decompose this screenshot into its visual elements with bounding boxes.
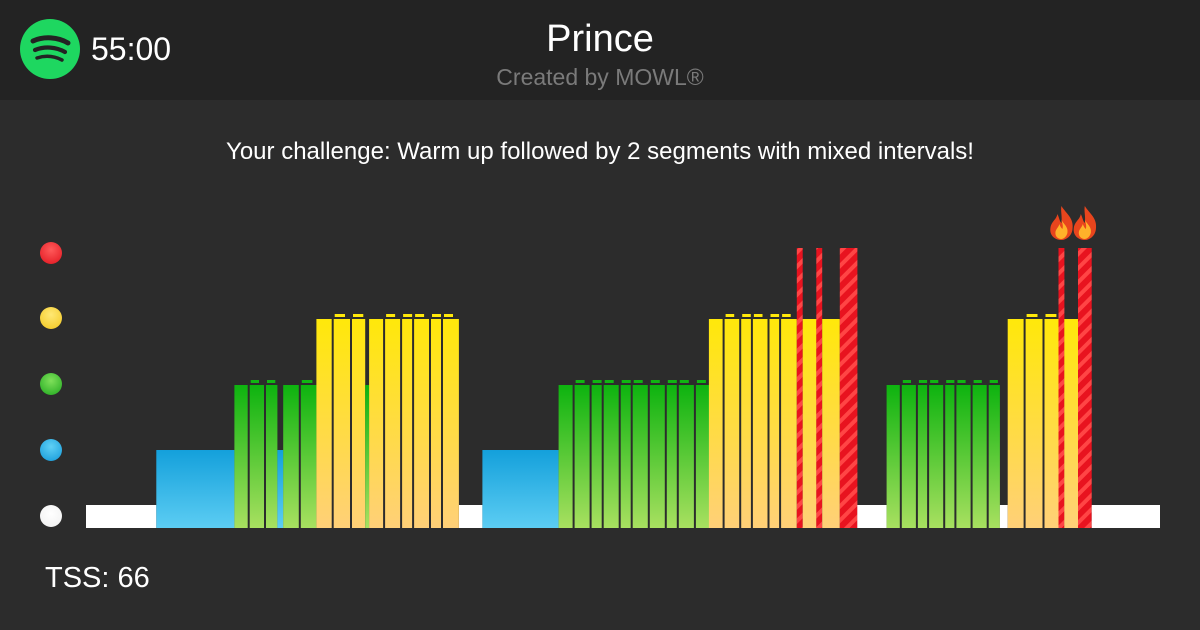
interval-cap	[742, 314, 751, 317]
interval-cap	[386, 314, 396, 317]
spotify-icon-wave-1	[30, 35, 71, 46]
interval-cap	[621, 380, 631, 383]
interval-bar	[1064, 319, 1078, 528]
interval-bar	[839, 248, 858, 528]
interval-bar	[802, 319, 817, 528]
header-bar: 55:00 Prince Created by MOWL®	[0, 0, 1200, 100]
interval-bar	[999, 505, 1008, 528]
page-title: Prince	[546, 18, 654, 60]
interval-cap	[989, 380, 998, 383]
zone-dot-yellow	[40, 307, 62, 329]
interval-bar	[277, 450, 284, 528]
interval-cap	[782, 314, 791, 317]
zone-dot-white	[40, 505, 62, 527]
interval-bar	[156, 450, 235, 528]
zone-dot-red	[40, 242, 62, 264]
interval-cap	[267, 380, 276, 383]
zone-dot-green	[40, 373, 62, 395]
interval-cap	[604, 380, 614, 383]
interval-cap	[353, 314, 364, 317]
interval-bar	[459, 505, 483, 528]
interval-cap	[403, 314, 413, 317]
spotify-icon-wave-2	[32, 45, 68, 55]
zone-dot-blue	[40, 439, 62, 461]
interval-cap	[930, 380, 939, 383]
interval-cap	[770, 314, 780, 317]
challenge-description: Your challenge: Warm up followed by 2 se…	[226, 138, 974, 165]
interval-cap	[575, 380, 585, 383]
interval-cap	[725, 314, 735, 317]
tss-score: TSS: 66	[45, 562, 150, 594]
interval-bar	[365, 385, 370, 528]
interval-bar	[482, 450, 559, 528]
interval-bar	[796, 248, 803, 528]
spotify-icon[interactable]	[20, 19, 80, 79]
interval-cap	[334, 314, 345, 317]
interval-cap	[1026, 314, 1038, 317]
interval-bar	[1007, 319, 1059, 528]
interval-cap	[973, 380, 982, 383]
interval-cap	[1045, 314, 1057, 317]
interval-cap	[667, 380, 677, 383]
workout-duration: 55:00	[91, 31, 172, 67]
interval-cap	[918, 380, 928, 383]
page-subtitle: Created by MOWL®	[496, 64, 704, 90]
interval-cap	[696, 380, 706, 383]
fire-icon	[1050, 206, 1073, 240]
interval-bar	[1078, 248, 1092, 528]
interval-cap	[633, 380, 643, 383]
interval-cap	[957, 380, 966, 383]
interval-bar	[86, 505, 157, 528]
interval-bar	[1091, 505, 1160, 528]
interval-bar	[1058, 248, 1065, 528]
interval-bar	[234, 385, 278, 528]
interval-cap	[650, 380, 660, 383]
interval-cap	[415, 314, 425, 317]
interval-cap	[679, 380, 689, 383]
interval-bar	[822, 319, 840, 528]
interval-cap	[946, 380, 955, 383]
interval-cap	[301, 380, 313, 383]
spotify-icon-wave-3	[35, 54, 64, 62]
interval-cap	[432, 314, 441, 317]
interval-cap	[592, 380, 602, 383]
interval-cap	[444, 314, 453, 317]
interval-bar	[816, 248, 823, 528]
interval-bar	[857, 505, 887, 528]
interval-bar	[558, 385, 709, 528]
interval-cap	[902, 380, 911, 383]
interval-cap	[753, 314, 763, 317]
interval-cap	[250, 380, 259, 383]
interval-bar	[316, 319, 366, 528]
fire-icon	[1073, 206, 1097, 240]
